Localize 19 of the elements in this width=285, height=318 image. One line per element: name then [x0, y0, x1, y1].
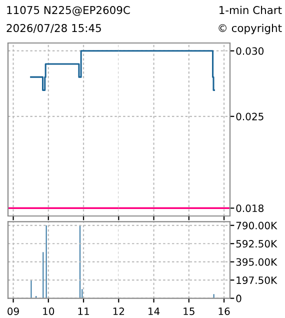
- x-tick-label: 11: [78, 308, 89, 315]
- y-tick-label: 790.00K: [236, 222, 278, 230]
- text: 1-min Chart: [220, 6, 282, 14]
- x-tick-label: 15: [184, 308, 194, 316]
- x-tick-label: 10: [43, 308, 54, 316]
- x-tick-label: 09: [8, 308, 19, 316]
- y-tick-label: 0.030: [236, 47, 264, 55]
- chart-title: 11075 N225@EP2609C: [7, 6, 130, 16]
- x-tick-label: 12: [113, 308, 124, 315]
- y-tick-label: 0.018: [236, 204, 264, 212]
- y-tick-label: 0: [236, 294, 242, 302]
- y-tick-label: 197.50K: [236, 276, 278, 284]
- text: © copyright: [218, 24, 282, 34]
- chart-subtitle: 2026/07/28 15:45: [6, 24, 101, 33]
- y-tick-label: 0.025: [236, 112, 264, 120]
- y-tick-label: 592.50K: [236, 240, 278, 248]
- x-tick-label: 16: [218, 308, 230, 316]
- x-tick-label: 14: [148, 308, 160, 315]
- y-tick-label: 395.00K: [236, 258, 278, 266]
